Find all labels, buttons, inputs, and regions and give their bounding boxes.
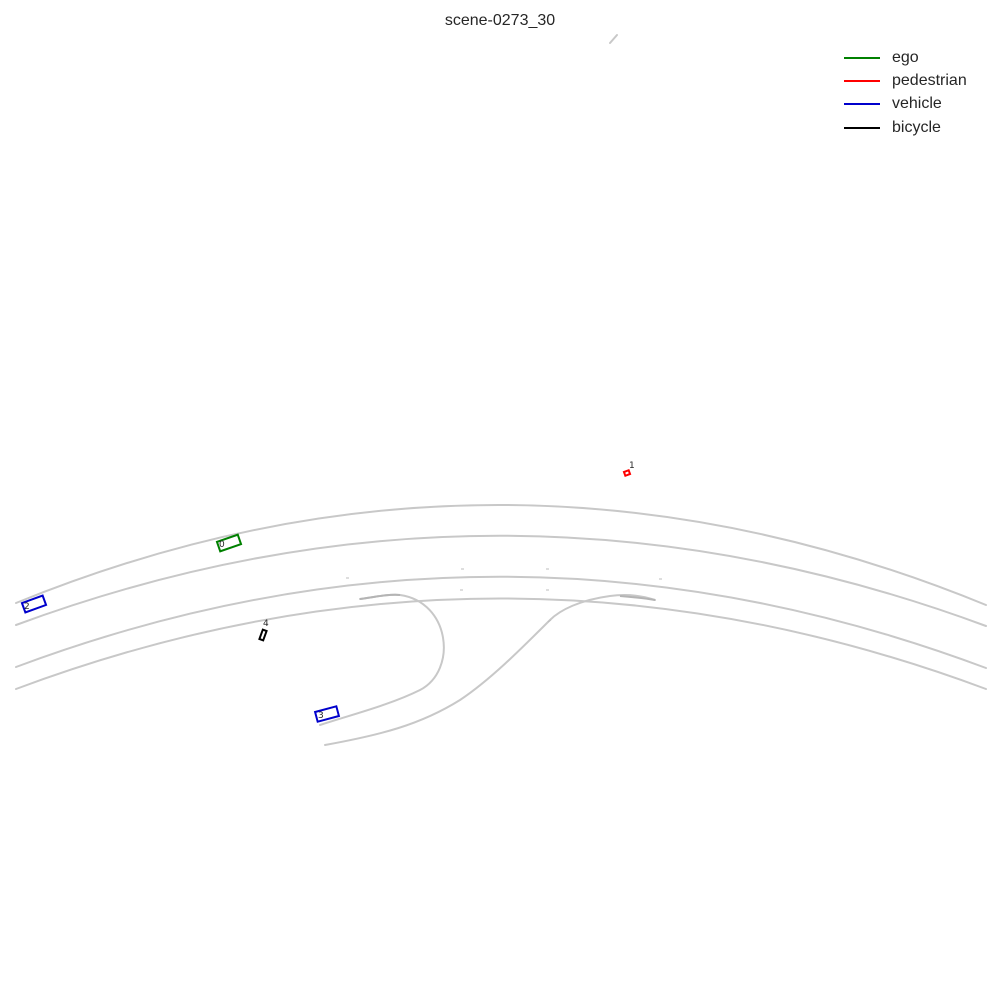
legend-swatch-ego [844,56,880,59]
ramp-boundary [319,593,445,726]
agent-id-label: 1 [629,461,635,471]
agent-id-label: 2 [24,602,30,612]
scene-title: scene-0273_30 [444,12,556,29]
agent-box-ego [215,533,243,553]
road-boundary [15,575,987,669]
legend-item-ego: ego [844,46,994,69]
agent-pedestrian[interactable]: 1 [622,461,635,478]
road-boundary [15,504,987,606]
legend: ego pedestrian vehicle bicycle [844,46,994,140]
agent-id-label: 0 [219,540,225,550]
legend-label: vehicle [892,95,942,113]
road-seam [359,593,401,600]
legend-swatch-vehicle [844,103,880,106]
legend-label: bicycle [892,118,941,136]
legend-item-vehicle: vehicle [844,93,994,116]
lane-ticks [346,568,662,623]
legend-label: ego [892,48,919,66]
agent-id-label: 4 [263,619,269,629]
agent-box-vehicle [20,594,48,614]
agent-box-bicycle [258,628,268,642]
legend-swatch-bicycle [844,126,880,129]
road-boundary [15,597,987,690]
agent-vehicle-2[interactable]: 2 [20,594,48,614]
agent-ego[interactable]: 0 [215,533,243,553]
road-boundary [15,534,987,627]
road-boundaries [15,34,987,746]
ramp-boundary [324,594,656,746]
agent-id-label: 3 [318,711,324,721]
road-boundary-top-fragment [609,34,618,44]
agent-box-pedestrian [622,468,632,478]
agent-bicycle[interactable]: 4 [258,619,269,642]
legend-item-pedestrian: pedestrian [844,69,994,92]
road-seam [619,595,656,601]
legend-label: pedestrian [892,72,967,90]
agent-box-vehicle [313,705,341,723]
lane-tick [547,619,552,623]
legend-swatch-pedestrian [844,80,880,83]
legend-item-bicycle: bicycle [844,116,994,139]
road-seams [359,593,656,601]
agent-vehicle-3[interactable]: 3 [313,705,341,723]
